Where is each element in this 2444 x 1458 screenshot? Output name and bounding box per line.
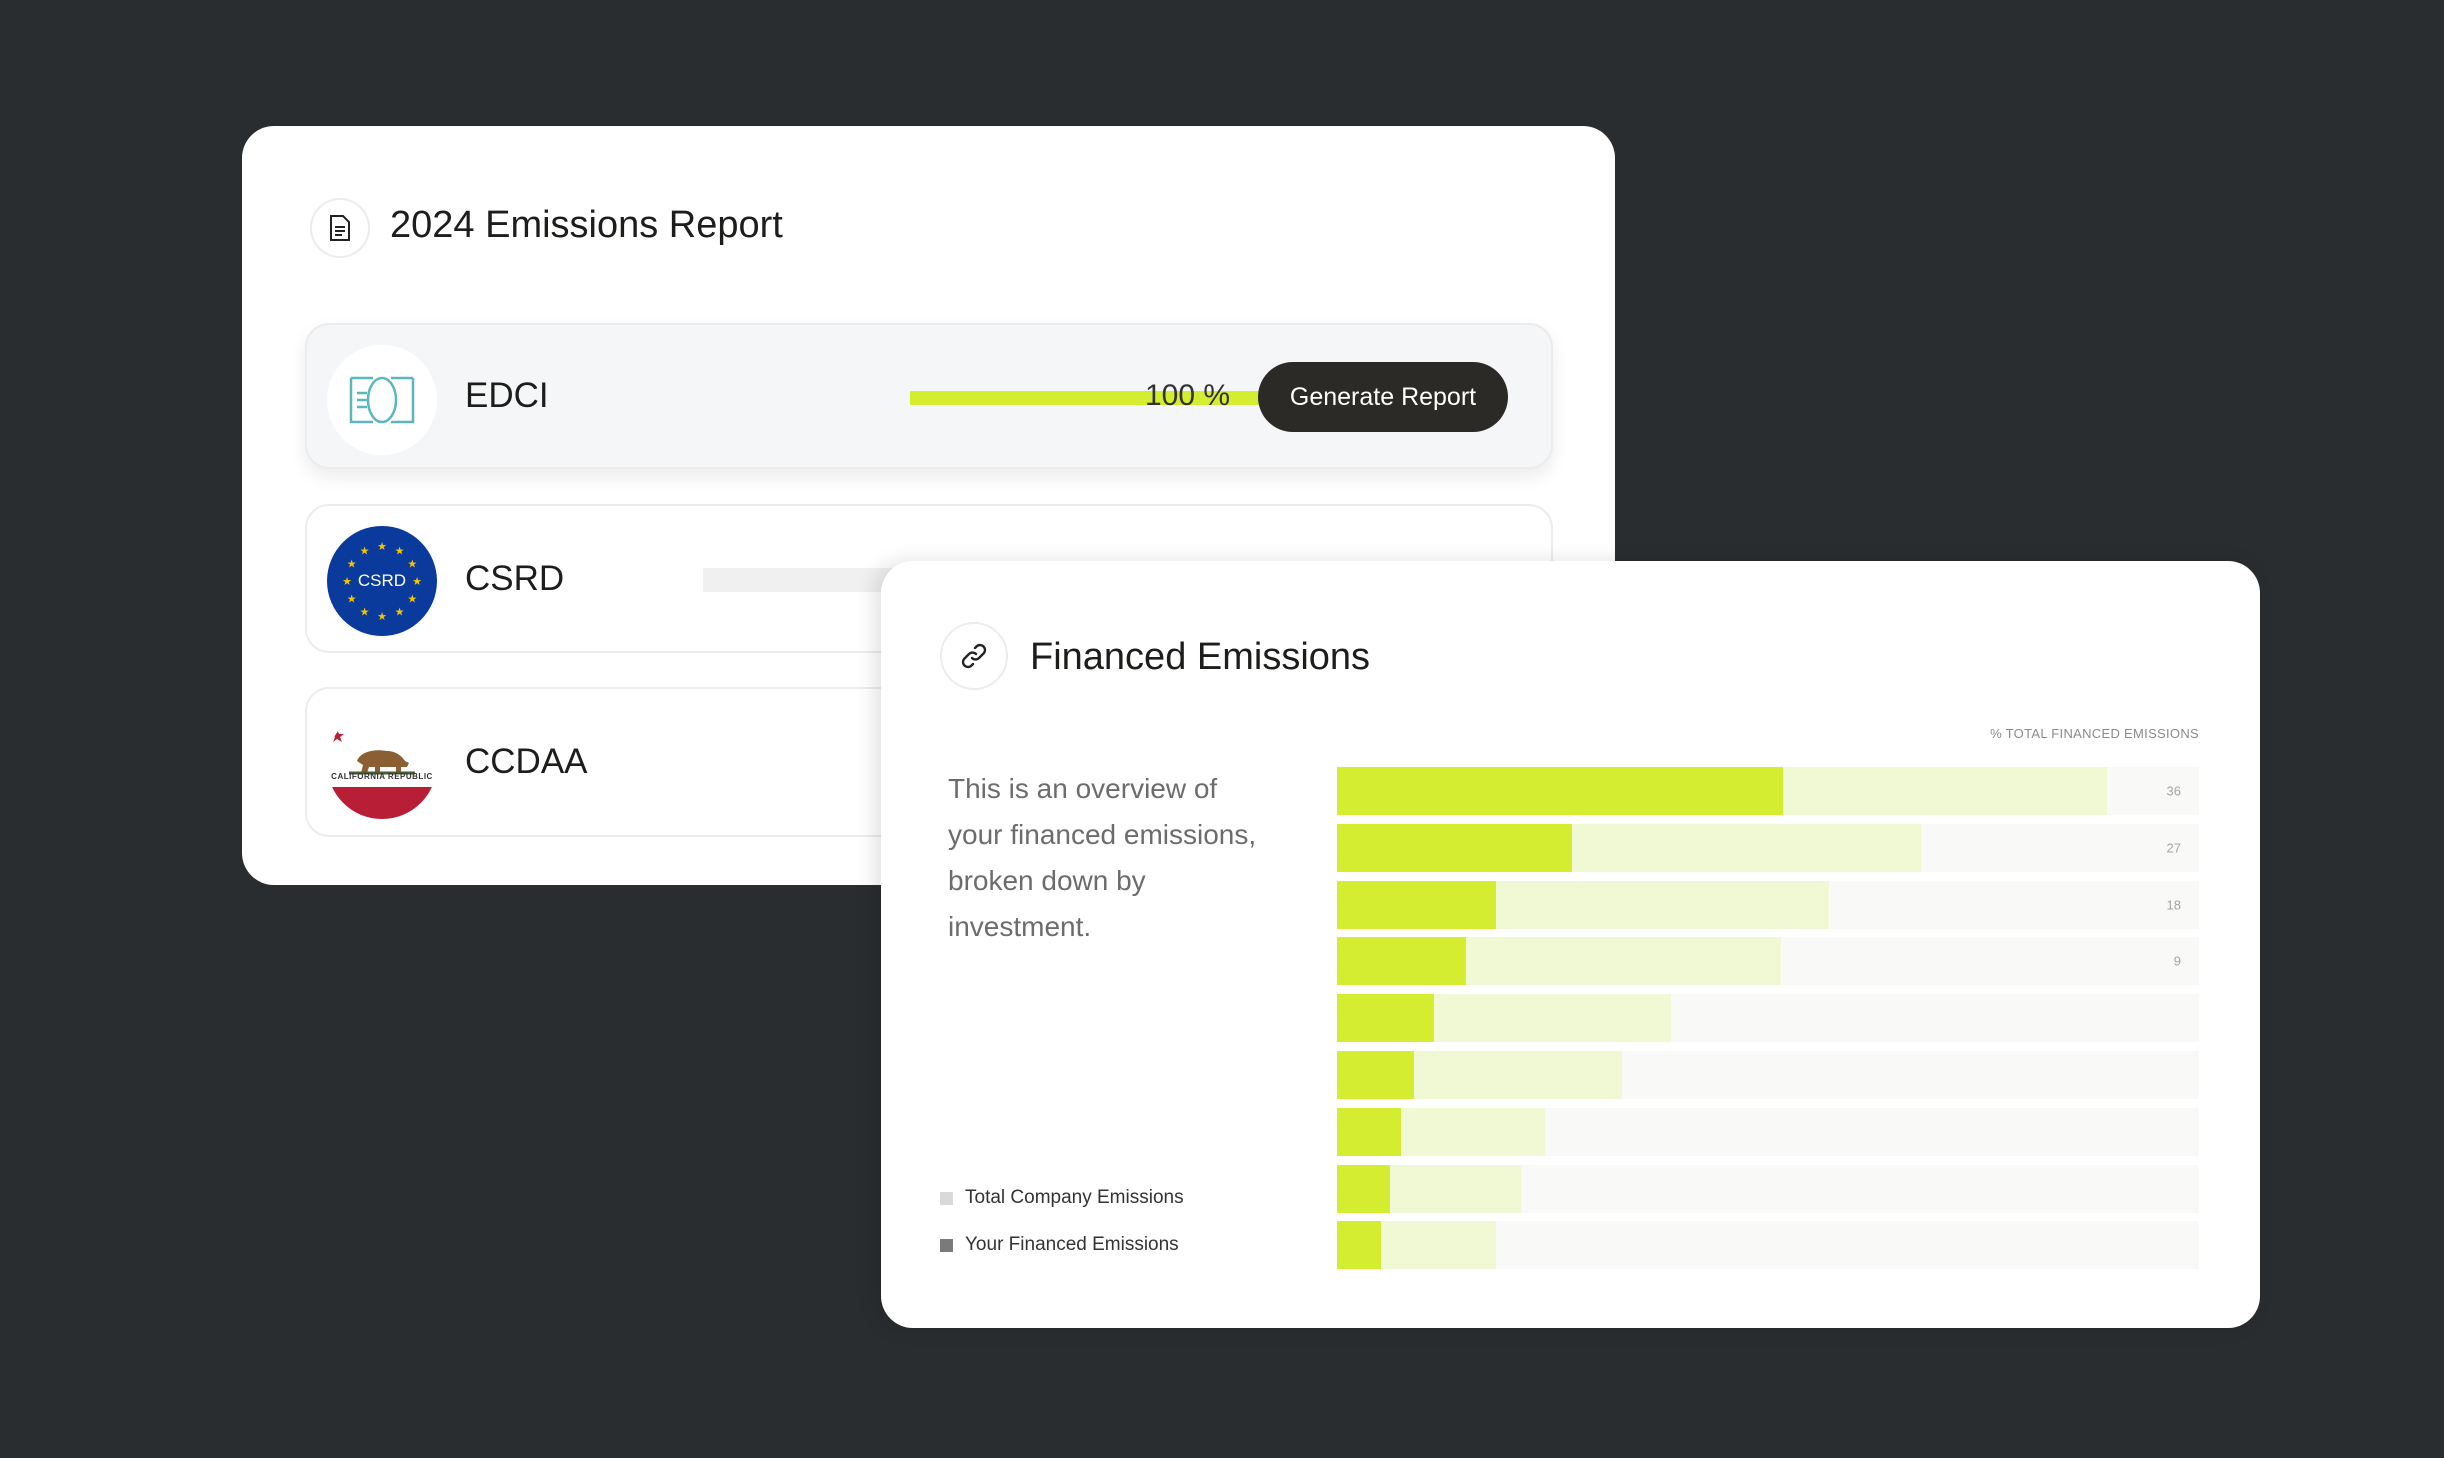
star-icon: ★ xyxy=(395,606,405,618)
progress-label: 100 % xyxy=(1145,379,1231,412)
row-name: CSRD xyxy=(465,558,565,598)
star-icon: ★ xyxy=(412,576,422,588)
tick-label: 18 xyxy=(2166,897,2181,913)
star-icon: ★ xyxy=(395,546,405,558)
bar-financed xyxy=(1337,823,1573,872)
tick-label: 9 xyxy=(2173,953,2181,969)
bar-row xyxy=(1337,994,2199,1043)
star-icon: ★ xyxy=(407,594,417,606)
bar-row xyxy=(1337,1051,2199,1099)
star-icon: ★ xyxy=(360,606,370,618)
bar-financed xyxy=(1337,767,1783,815)
star-icon: ★ xyxy=(377,611,387,623)
legend-swatch xyxy=(940,1191,953,1205)
tick-label: 36 xyxy=(2166,783,2181,799)
bar-financed xyxy=(1337,880,1496,929)
csrd-eu-logo: ★ ★ ★ ★ ★ ★ ★ ★ ★ ★ ★ ★ CSRD xyxy=(327,526,437,636)
bar-row: 9 xyxy=(1337,937,2199,986)
tick-label: 27 xyxy=(2166,840,2181,856)
legend-total: Total Company Emissions xyxy=(940,1187,1184,1209)
bar-row: 27 xyxy=(1337,823,2199,872)
bar-financed xyxy=(1337,1051,1414,1099)
row-name: CCDAA xyxy=(465,742,588,781)
report-title: 2024 Emissions Report xyxy=(390,204,783,246)
legend-swatch xyxy=(940,1238,953,1252)
bar-financed xyxy=(1337,1107,1401,1156)
bar-row xyxy=(1337,1221,2199,1270)
california-flag-logo: CALIFORNIA REPUBLIC xyxy=(327,709,437,819)
star-icon: ★ xyxy=(342,576,352,588)
star-icon: ★ xyxy=(347,594,357,606)
axis-label: % TOTAL FINANCED EMISSIONS xyxy=(1990,726,2199,741)
financed-title: Financed Emissions xyxy=(1030,636,1371,678)
legend-label: Total Company Emissions xyxy=(965,1187,1184,1208)
financed-description: This is an overview of your financed emi… xyxy=(948,773,1257,942)
report-row-edci: EDCI 100 % Generate Report xyxy=(305,323,1553,469)
star-icon: ★ xyxy=(347,559,357,571)
financed-emissions-card: Financed Emissions This is an overview o… xyxy=(881,561,2260,1328)
edci-logo xyxy=(327,345,437,455)
bar-financed xyxy=(1337,1164,1390,1213)
progress-fill xyxy=(910,391,1368,405)
legend-label: Your Financed Emissions xyxy=(965,1234,1179,1255)
star-icon: ★ xyxy=(377,541,387,553)
row-name: EDCI xyxy=(465,376,549,415)
bar-financed xyxy=(1337,937,1467,986)
bar-row xyxy=(1337,1107,2199,1156)
ca-logo-text: CALIFORNIA REPUBLIC xyxy=(331,772,433,781)
star-icon: ★ xyxy=(407,559,417,571)
bar-row: 36 xyxy=(1337,767,2199,815)
bar-financed xyxy=(1337,1221,1381,1270)
progress-bar xyxy=(910,391,1368,405)
bar-financed xyxy=(1337,994,1434,1043)
bar-row xyxy=(1337,1164,2199,1213)
legend-financed: Your Financed Emissions xyxy=(940,1234,1179,1256)
star-icon: ★ xyxy=(360,546,370,558)
bar-row: 18 xyxy=(1337,880,2199,929)
csrd-logo-text: CSRD xyxy=(357,571,407,590)
generate-report-button[interactable]: Generate Report xyxy=(1258,362,1508,432)
document-icon xyxy=(310,198,370,258)
link-icon xyxy=(940,622,1008,690)
